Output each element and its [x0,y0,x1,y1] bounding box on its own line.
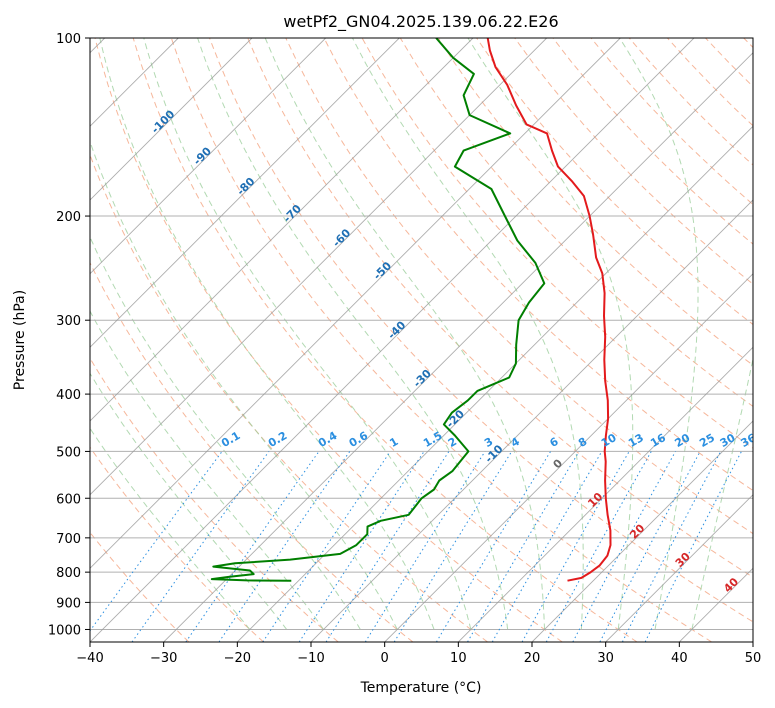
isotherm-line [236,125,753,642]
mixing-ratio-line [364,451,486,642]
moist-adiabat [90,139,398,630]
mixing-ratio-line [262,451,391,642]
isotherm-gridlines [90,38,753,642]
moist-adiabat [90,427,251,630]
mixing-ratio-line [325,451,450,642]
temperature-profile-line [486,38,612,582]
isotherm-line [90,38,548,496]
isotherm-line [90,38,621,569]
mixing-ratio-lines [90,451,742,642]
isotherm-line [90,38,695,642]
dry-adiabats [90,38,753,642]
dry-adiabat [209,38,753,623]
y-tick-label: 300 [56,314,81,329]
isotherm-line [90,38,400,348]
x-tick-label: 20 [524,651,541,666]
dry-adiabat [285,38,753,535]
x-tick-label: −30 [150,651,177,666]
mixing-ratio-line [298,451,425,642]
x-tick-label: −20 [224,651,251,666]
profile-series [210,38,612,582]
x-tick-label: 30 [597,651,614,666]
isotherm-line [90,38,474,422]
y-tick-label: 200 [56,210,81,225]
plot-frame [89,37,754,643]
moist-adiabat [691,356,753,630]
dry-adiabat [170,38,712,642]
y-tick-label: 700 [56,532,81,547]
mixing-ratio-line [218,451,351,642]
y-axis-title: Pressure (hPa) [12,290,28,390]
dry-adiabat [514,38,753,285]
mixing-ratio-line [545,451,652,642]
moist-adiabat [197,38,509,630]
isotherm-line [531,420,753,642]
moist-adiabat [99,38,435,630]
moist-adiabat [143,38,472,630]
x-tick-label: 50 [745,651,762,666]
mixing-ratio-label: 36 [738,431,758,450]
isotherm-line [457,346,753,642]
x-axis-title: Temperature (°C) [360,680,482,696]
moist-adiabat [264,38,545,630]
dry-adiabat [323,38,753,492]
moist-adiabats [90,38,753,630]
mixing-ratio-line [393,451,513,642]
moist-adiabat [90,372,288,630]
mixing-ratio-line [572,451,676,642]
x-tick-label: −10 [297,651,324,666]
y-tick-label: 600 [56,492,81,507]
y-tick-label: 800 [56,566,81,581]
dry-adiabat [247,38,753,578]
moist-adiabat [619,38,699,630]
x-tick-label: 0 [381,651,389,666]
y-tick-label: 500 [56,445,81,460]
mixing-ratio-line [435,451,552,642]
mixing-ratio-line [467,451,580,642]
dewpoint-profile-line [210,38,546,582]
dry-adiabat [132,38,638,642]
y-tick-label: 400 [56,388,81,403]
isotherm-line [90,38,327,275]
chart-title: wetPf2_GN04.2025.139.06.22.E26 [283,12,558,32]
y-axis: 100 200 300 400 500 600 700 800 900 1000 [48,32,90,638]
moist-adiabat [467,38,634,630]
x-tick-label: 40 [671,651,688,666]
y-tick-label: 100 [56,32,81,47]
dry-adiabat [90,261,414,642]
isotherm-line [90,38,253,201]
y-tick-label: 1000 [48,623,81,638]
moist-adiabat [352,38,584,630]
moist-adiabat [90,310,324,630]
x-tick-label: −40 [76,651,103,666]
dry-adiabat [94,38,563,642]
x-tick-label: 10 [450,651,467,666]
isotherm-line [605,494,753,642]
mixing-ratio-line [131,451,270,642]
y-tick-label: 900 [56,596,81,611]
isotherm-line [163,52,753,642]
dry-adiabat [476,38,753,326]
dry-adiabat [90,446,264,642]
moist-adiabat [90,235,361,630]
isotherm-line [310,199,753,642]
mixing-ratio-line [644,451,742,642]
x-axis: −40 −30 −20 −10 0 10 20 30 40 50 [76,642,761,666]
isotherm-line [384,273,753,642]
isobar-gridlines [90,38,753,630]
